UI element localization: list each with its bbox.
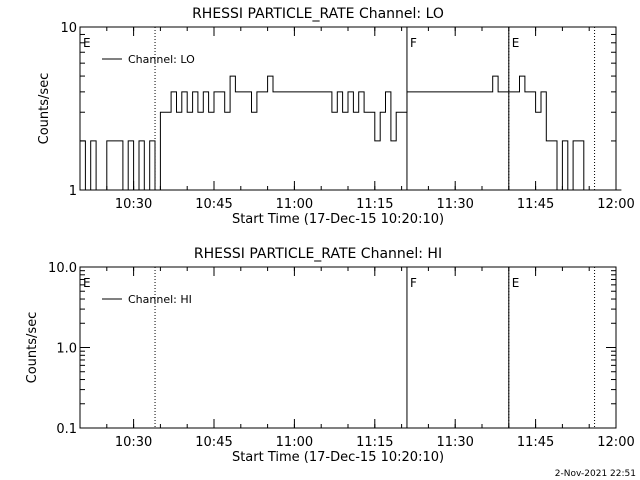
chart-title: RHESSI PARTICLE_RATE Channel: HI <box>194 246 442 262</box>
legend-label: Channel: HI <box>128 293 192 306</box>
y-tick-label: 0.1 <box>56 422 77 437</box>
series-line <box>80 75 622 191</box>
x-tick-label: 11:30 <box>436 435 473 450</box>
y-axis-label: Counts/sec <box>37 73 52 145</box>
x-tick-label: 10:45 <box>195 435 232 450</box>
event-marker-label: F <box>410 36 417 50</box>
x-tick-label: 10:45 <box>195 197 232 212</box>
y-tick-label: 1 <box>69 184 77 199</box>
x-axis-label: Start Time (17-Dec-15 10:20:10) <box>232 450 444 465</box>
x-tick-label: 11:30 <box>436 197 473 212</box>
plot-frame <box>79 266 617 429</box>
y-axis-label: Counts/sec <box>25 312 40 384</box>
x-tick-label: 11:45 <box>517 197 554 212</box>
x-tick-label: 11:00 <box>276 435 313 450</box>
event-marker-label: E <box>512 276 520 290</box>
event-marker-label: E <box>83 276 91 290</box>
timestamp: 2-Nov-2021 22:51 <box>555 469 636 479</box>
x-tick-label: 11:45 <box>517 435 554 450</box>
y-tick-label: 10.0 <box>48 261 77 276</box>
event-marker-label: F <box>410 276 417 290</box>
y-tick-label: 1.0 <box>56 342 77 357</box>
event-marker-label: E <box>83 36 91 50</box>
y-tick-label: 10 <box>60 21 77 36</box>
x-tick-label: 11:00 <box>276 197 313 212</box>
x-axis-label: Start Time (17-Dec-15 10:20:10) <box>232 212 444 227</box>
x-tick-label: 10:30 <box>115 197 152 212</box>
x-tick-label: 11:15 <box>356 197 393 212</box>
x-tick-label: 11:15 <box>356 435 393 450</box>
legend-label: Channel: LO <box>128 53 195 66</box>
x-tick-label: 12:00 <box>597 197 634 212</box>
event-marker-label: E <box>512 36 520 50</box>
chart-title: RHESSI PARTICLE_RATE Channel: LO <box>192 6 444 22</box>
x-tick-label: 12:00 <box>597 435 634 450</box>
x-tick-label: 10:30 <box>115 435 152 450</box>
